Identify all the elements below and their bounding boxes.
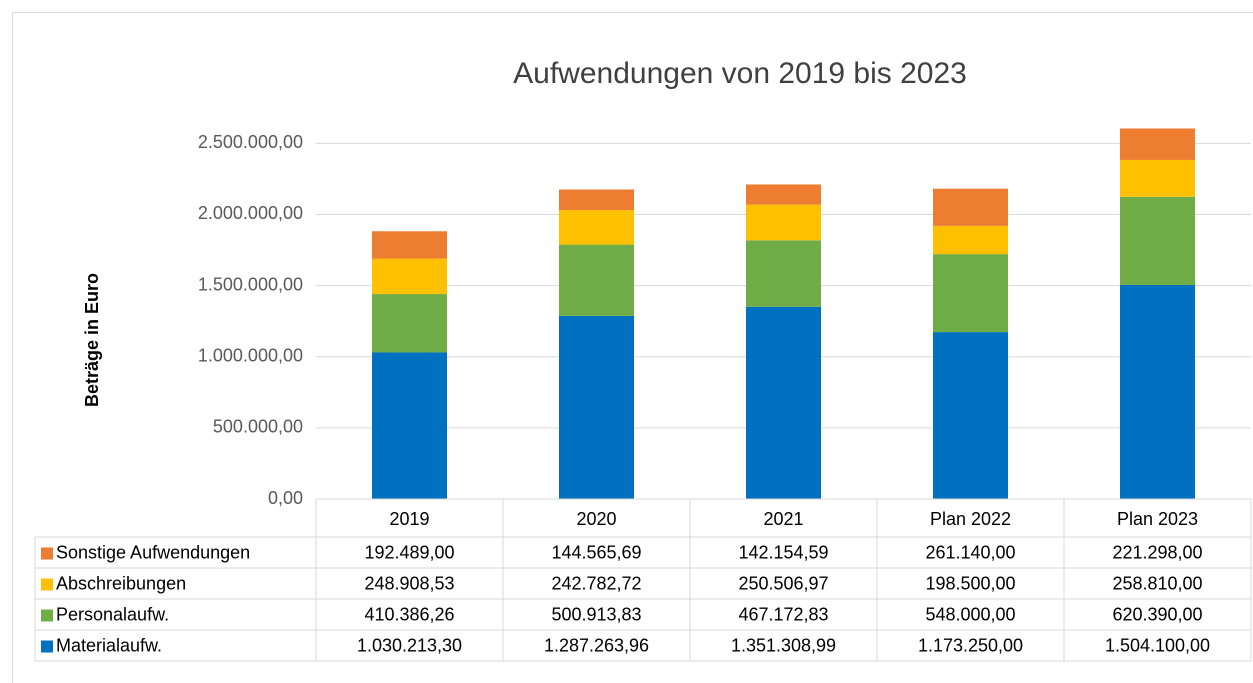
legend-label: Materialaufw. <box>56 635 162 655</box>
bar <box>933 332 1008 499</box>
table-value: 1.030.213,30 <box>357 635 462 655</box>
bar <box>372 294 447 353</box>
table-value: 221.298,00 <box>1112 542 1202 562</box>
table-value: 248.908,53 <box>364 573 454 593</box>
bar <box>559 210 634 245</box>
table-value: 548.000,00 <box>925 604 1015 624</box>
bar <box>933 225 1008 255</box>
table-value: 250.506,97 <box>738 573 828 593</box>
table-value: 258.810,00 <box>1112 573 1202 593</box>
legend-label: Personalaufw. <box>56 604 169 624</box>
table-value: 144.565,69 <box>551 542 641 562</box>
chart-title: Aufwendungen von 2019 bis 2023 <box>513 57 967 90</box>
legend-label: Sonstige Aufwendungen <box>56 542 250 562</box>
table-value: 410.386,26 <box>364 604 454 624</box>
y-axis-label: Beträge in Euro <box>82 273 102 407</box>
table-value: 467.172,83 <box>738 604 828 624</box>
legend-swatch <box>41 609 53 622</box>
bar <box>559 244 634 316</box>
table-value: 500.913,83 <box>551 604 641 624</box>
bar <box>1120 159 1195 197</box>
bar <box>746 306 821 499</box>
legend-swatch <box>41 578 53 591</box>
x-tick-label: 2019 <box>389 509 429 529</box>
bar <box>372 258 447 295</box>
table-value: 192.489,00 <box>364 542 454 562</box>
y-tick-label: 1.500.000,00 <box>198 274 303 294</box>
table-value: 261.140,00 <box>925 542 1015 562</box>
bar <box>1120 285 1195 499</box>
y-tick-label: 2.500.000,00 <box>198 132 303 152</box>
legend-swatch <box>41 640 53 653</box>
y-tick-label: 500.000,00 <box>213 417 303 437</box>
bar <box>559 315 634 499</box>
legend-label: Abschreibungen <box>56 573 186 593</box>
legend-swatch <box>41 547 53 560</box>
bar <box>372 231 447 259</box>
x-tick-label: 2021 <box>763 509 803 529</box>
y-tick-label: 0,00 <box>268 488 303 508</box>
table-value: 242.782,72 <box>551 573 641 593</box>
bar <box>559 189 634 211</box>
x-tick-label: Plan 2022 <box>930 509 1011 529</box>
x-tick-label: 2020 <box>576 509 616 529</box>
table-value: 1.504.100,00 <box>1105 635 1210 655</box>
bar <box>746 184 821 205</box>
bar <box>933 188 1008 226</box>
table-value: 1.287.263,96 <box>544 635 649 655</box>
y-tick-label: 2.000.000,00 <box>198 203 303 223</box>
bar <box>372 352 447 499</box>
table-value: 142.154,59 <box>738 542 828 562</box>
bar <box>1120 128 1195 160</box>
table-value: 1.173.250,00 <box>918 635 1023 655</box>
table-value: 620.390,00 <box>1112 604 1202 624</box>
bar <box>933 254 1008 333</box>
x-tick-label: Plan 2023 <box>1117 509 1198 529</box>
bar <box>746 240 821 307</box>
bar <box>1120 196 1195 286</box>
y-tick-label: 1.000.000,00 <box>198 345 303 365</box>
table-value: 198.500,00 <box>925 573 1015 593</box>
table-value: 1.351.308,99 <box>731 635 836 655</box>
bar <box>746 204 821 241</box>
